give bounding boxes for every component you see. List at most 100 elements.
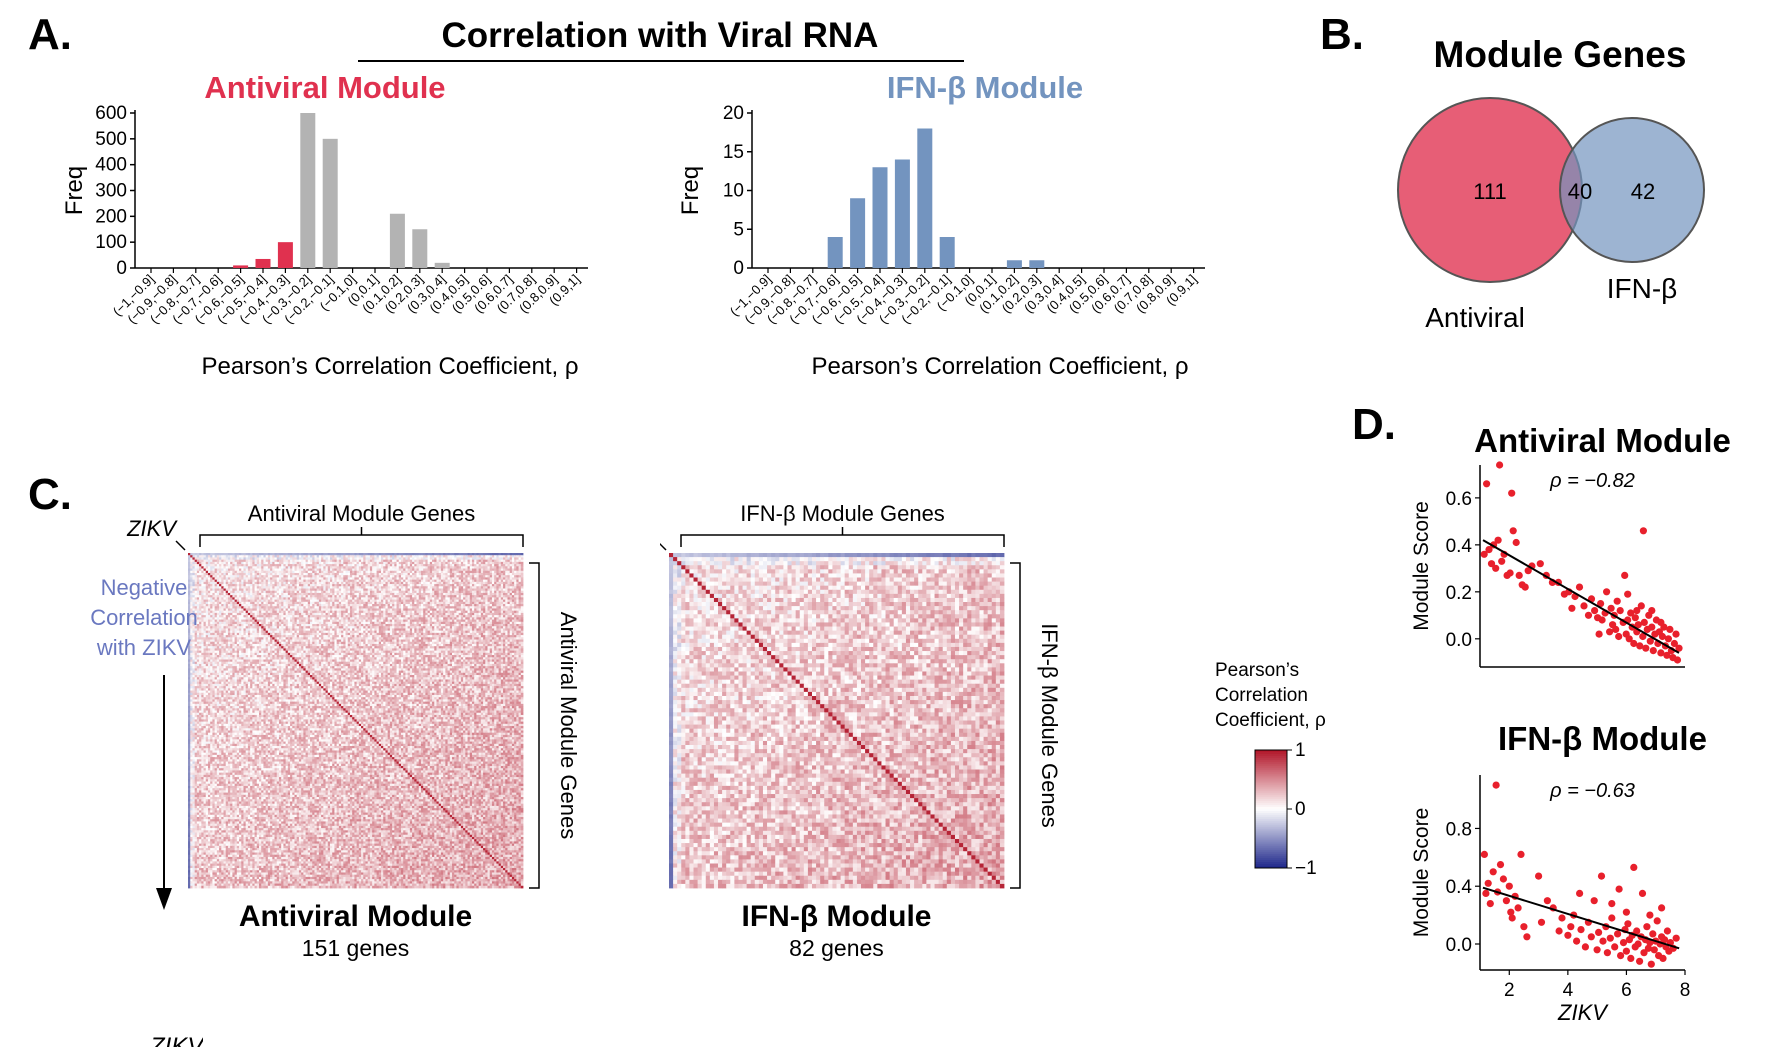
heatmap-cell [303, 586, 306, 589]
heatmap-cell [436, 584, 440, 587]
heatmap-cell [312, 604, 315, 607]
heatmap-cell [205, 586, 209, 589]
heatmap-cell [194, 570, 198, 574]
heatmap-cell [400, 581, 404, 585]
heatmap-cell [418, 595, 422, 598]
heatmap-cell [190, 581, 193, 585]
heatmap-cell [454, 570, 457, 574]
bar [389, 213, 405, 268]
heatmap-cell [469, 559, 473, 563]
heatmap-cell [321, 566, 324, 569]
heatmap-cell [261, 601, 264, 605]
heatmap-cell [409, 572, 413, 576]
heatmap-cell [243, 599, 247, 603]
heatmap-cell [460, 575, 464, 578]
heatmap-cell [420, 568, 424, 572]
heatmap-cell [358, 597, 362, 600]
heatmap-cell [307, 577, 311, 581]
heatmap-cell [325, 568, 329, 572]
heatmap-cell [283, 595, 287, 598]
heatmap-cell [207, 601, 211, 605]
heatmap-cell [385, 557, 389, 561]
heatmap-cell [203, 586, 207, 589]
heatmap-cell [514, 564, 517, 567]
heatmap-cell [367, 553, 371, 556]
heatmap-cell [420, 579, 424, 583]
heatmap-cell [236, 604, 240, 607]
heatmap-cell [196, 577, 200, 581]
heatmap-cell [398, 599, 402, 603]
heatmap-cell [507, 579, 511, 583]
heatmap-cell [327, 592, 331, 596]
heatmap-cell [367, 559, 371, 563]
heatmap-cell [372, 592, 375, 596]
heatmap-cell [194, 564, 198, 567]
heatmap-cell [447, 581, 451, 585]
heatmap-cell [381, 579, 384, 583]
heatmap-cell [290, 572, 293, 576]
heatmap-cell [270, 599, 273, 603]
heatmap-cell [272, 586, 275, 589]
heatmap-cell [361, 566, 364, 569]
heatmap-cell [403, 590, 406, 594]
heatmap-cell [409, 561, 413, 565]
heatmap-cell [258, 604, 262, 607]
heatmap-cell [463, 584, 466, 587]
heatmap-cell [239, 579, 242, 583]
heatmap-cell [381, 559, 384, 563]
heatmap-cell [294, 579, 298, 583]
heatmap-cell [396, 601, 400, 605]
heatmap-cell [514, 584, 517, 587]
heatmap-cell [483, 566, 486, 569]
heatmap-cell [307, 555, 311, 558]
heatmap-cell [511, 597, 515, 600]
heatmap-cell [394, 588, 397, 592]
heatmap-cell [487, 564, 491, 567]
heatmap-cell [199, 564, 202, 567]
heatmap-cell [385, 555, 389, 558]
heatmap-cell [372, 564, 375, 567]
heatmap-cell [407, 566, 411, 569]
heatmap-cell [239, 559, 242, 563]
heatmap-cell [245, 584, 249, 587]
heatmap-cell [514, 557, 517, 561]
heatmap-cell [352, 595, 355, 598]
heatmap-cell [265, 586, 269, 589]
heatmap-cell [316, 579, 320, 583]
heatmap-cell [516, 601, 519, 605]
heatmap-cell [498, 575, 502, 578]
heatmap-cell [267, 572, 271, 576]
heatmap-cell [420, 575, 424, 578]
heatmap-cell [256, 604, 260, 607]
heatmap-cell [227, 601, 231, 605]
heatmap-cell [505, 566, 508, 569]
heatmap-cell [416, 592, 420, 596]
heatmap-cell [378, 590, 382, 594]
heatmap-cell [440, 553, 444, 556]
heatmap-cell [281, 586, 284, 589]
heatmap-cell [294, 581, 298, 585]
heatmap-cell [247, 597, 251, 600]
heatmap-cell [520, 575, 524, 578]
heatmap-cell [471, 586, 475, 589]
heatmap-cell [434, 570, 437, 574]
heatmap-cell [196, 572, 200, 576]
heatmap-cell [256, 597, 260, 600]
heatmap-cell [314, 599, 318, 603]
heatmap-cell [316, 557, 320, 561]
heatmap-cell [265, 604, 269, 607]
heatmap-cell [514, 561, 517, 565]
heatmap-cell [327, 588, 331, 592]
heatmap-cell [483, 595, 486, 598]
heatmap-cell [456, 568, 460, 572]
heatmap-cell [190, 555, 193, 558]
heatmap-cell [327, 564, 331, 567]
heatmap-cell [285, 595, 289, 598]
heatmap-cell [245, 561, 249, 565]
heatmap-cell [252, 599, 255, 603]
heatmap-cell [425, 566, 428, 569]
heatmap-cell [236, 570, 240, 574]
heatmap-cell [216, 568, 220, 572]
heatmap-cell [234, 604, 238, 607]
heatmap-cell [210, 601, 213, 605]
